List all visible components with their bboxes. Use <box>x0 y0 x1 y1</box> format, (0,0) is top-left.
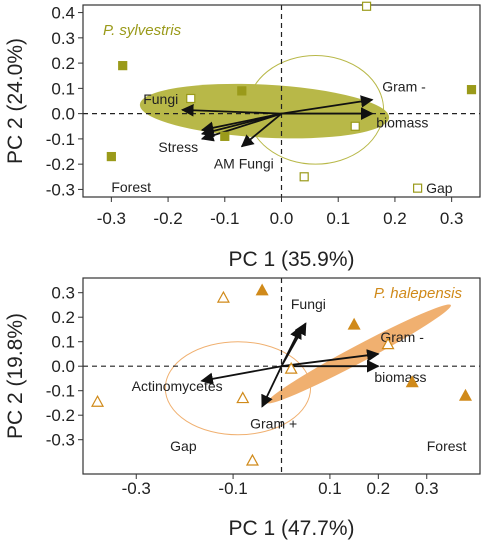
group-annotation: Gap <box>426 180 453 196</box>
vector-label: Gram - <box>382 79 426 95</box>
y-tick-label: 0.3 <box>51 29 75 48</box>
x-tick-label: -0.1 <box>210 209 239 228</box>
loading-vector <box>261 365 283 408</box>
x-tick-label: -0.2 <box>153 209 182 228</box>
x-tick-label: 0.1 <box>326 209 350 228</box>
point-gap <box>91 394 105 407</box>
vector-label: Fungi <box>291 296 326 312</box>
y-tick-label: 0.2 <box>51 308 75 327</box>
x-tick-label: -0.3 <box>122 479 151 498</box>
y-axis-title: PC 2 (19.8%) <box>4 313 27 439</box>
x-tick-label: 0.3 <box>440 209 464 228</box>
y-tick-label: 0.1 <box>51 79 75 98</box>
panel-p-sylvestris: -0.3 -0.2 -0.1 0.0 0.1 0.2 0.3 -0.3 -0.2 -0.1 0.0 0… <box>4 1 481 271</box>
point-gap <box>216 290 230 303</box>
point-forest <box>220 131 230 141</box>
y-tick-label: -0.2 <box>46 155 75 174</box>
x-tick-label: 0.2 <box>367 479 391 498</box>
point-forest <box>106 151 116 162</box>
point-gap <box>236 391 250 404</box>
point-forest <box>458 388 472 401</box>
vector-label: AM Fungi <box>214 155 274 171</box>
x-tick-label: -0.1 <box>218 479 247 498</box>
x-tick-label: -0.3 <box>97 209 126 228</box>
y-tick-label: -0.3 <box>46 431 75 450</box>
point-forest <box>347 317 361 330</box>
y-tick-label: 0.3 <box>51 284 75 303</box>
x-tick-label: 0.3 <box>415 479 439 498</box>
point-gap <box>361 1 372 11</box>
group-annotation: Gap <box>170 438 197 454</box>
loading-vector <box>200 365 282 386</box>
point-forest <box>405 375 419 388</box>
loading-vector <box>240 112 283 148</box>
point-gap <box>186 93 196 104</box>
y-tick-label: -0.1 <box>46 130 75 149</box>
plot-frame <box>82 277 481 475</box>
point-forest <box>237 86 247 96</box>
vector-label: Fungi <box>143 91 178 107</box>
x-tick-label: 0.2 <box>383 209 407 228</box>
loading-vector <box>200 112 282 138</box>
point-gap <box>350 121 360 131</box>
confidence-ellipse-forest <box>266 304 451 404</box>
species-title: P. sylvestris <box>103 22 182 39</box>
x-axis-title: PC 1 (35.9%) <box>228 248 354 271</box>
vector-label: Gram - <box>380 329 424 345</box>
x-tick-label: 0.0 <box>270 209 294 228</box>
point-forest <box>466 85 477 95</box>
point-gap <box>284 361 298 374</box>
point-forest <box>255 283 269 296</box>
vector-label: Gram + <box>250 416 297 432</box>
point-gap <box>245 453 259 466</box>
point-forest <box>118 61 128 71</box>
panel-p-halepensis: -0.3 -0.1 0.1 0.2 0.3 -0.3 -0.2 -0.1 0.0 0.1 0.2 0.… <box>4 277 481 540</box>
loading-vector <box>281 95 374 115</box>
confidence-ellipse-gap <box>246 55 385 165</box>
point-gap <box>381 337 395 350</box>
confidence-ellipse-forest <box>139 83 390 139</box>
x-tick-label: 0.1 <box>318 479 342 498</box>
group-annotation: Forest <box>427 438 467 454</box>
loading-vector <box>180 103 282 117</box>
loading-vector <box>281 349 380 368</box>
vector-label: biomass <box>376 115 428 131</box>
vector-label: Stress <box>158 139 198 155</box>
y-tick-label: 0.0 <box>51 105 75 124</box>
point-gap <box>299 172 309 182</box>
point-gap <box>413 183 423 193</box>
vector-label: biomass <box>374 369 426 385</box>
y-tick-label: -0.2 <box>46 406 75 425</box>
y-tick-label: -0.3 <box>46 180 75 199</box>
y-tick-label: 0.0 <box>51 357 75 376</box>
y-tick-label: -0.1 <box>46 382 75 401</box>
x-axis-title: PC 1 (47.7%) <box>228 517 354 540</box>
y-axis-title: PC 2 (24.0%) <box>4 38 27 164</box>
confidence-ellipse-gap <box>164 341 312 436</box>
species-title: P. halepensis <box>374 285 463 302</box>
group-annotation: Forest <box>111 179 151 195</box>
y-tick-label: 0.1 <box>51 333 75 352</box>
y-tick-label: 0.2 <box>51 54 75 73</box>
vector-label: Actinomycetes <box>132 378 223 394</box>
loading-vector <box>280 325 302 367</box>
y-tick-label: 0.4 <box>51 4 75 23</box>
